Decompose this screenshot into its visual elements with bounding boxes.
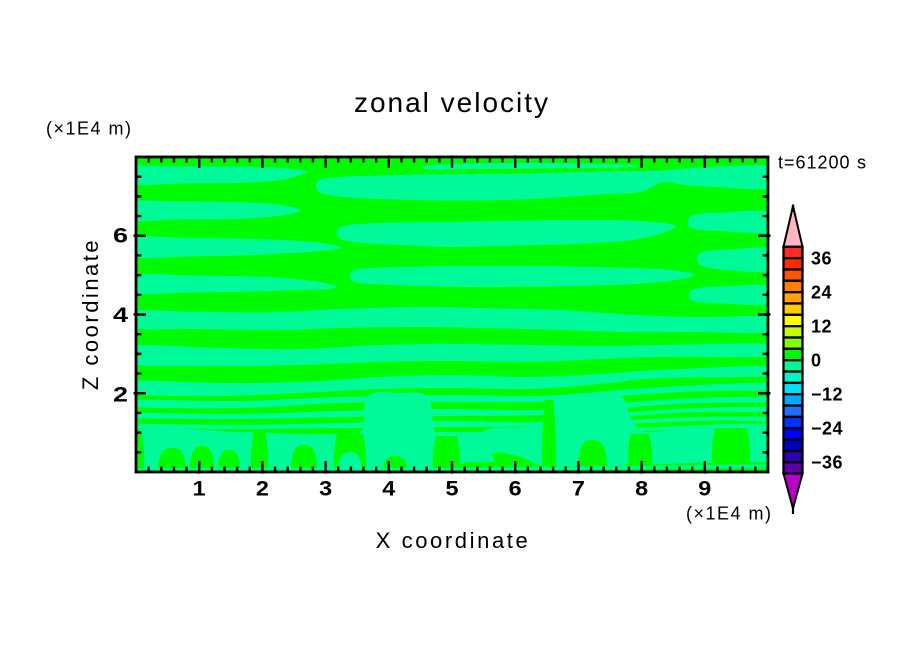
svg-text:t=61200: t=61200 xyxy=(778,153,851,173)
svg-text:2: 2 xyxy=(256,478,269,501)
svg-text:4: 4 xyxy=(382,478,395,501)
svg-text:−12: −12 xyxy=(811,385,843,405)
svg-text:7: 7 xyxy=(572,478,585,501)
svg-text:6: 6 xyxy=(113,225,128,248)
svg-text:1: 1 xyxy=(193,478,206,501)
svg-text:2: 2 xyxy=(113,383,128,406)
svg-text:4: 4 xyxy=(113,304,128,327)
svg-text:−24: −24 xyxy=(811,419,843,439)
svg-text:−36: −36 xyxy=(811,453,843,473)
svg-text:s: s xyxy=(857,153,866,173)
svg-text:36: 36 xyxy=(811,248,832,268)
svg-text:(×1E4 m): (×1E4 m) xyxy=(46,119,133,139)
svg-text:Z coordinate: Z coordinate xyxy=(78,238,103,390)
svg-text:zonal velocity: zonal velocity xyxy=(354,87,550,118)
svg-text:6: 6 xyxy=(509,478,522,501)
svg-text:3: 3 xyxy=(319,478,332,501)
svg-text:9: 9 xyxy=(698,478,711,501)
svg-text:24: 24 xyxy=(811,282,832,302)
svg-text:(×1E4 m): (×1E4 m) xyxy=(686,504,773,524)
svg-text:5: 5 xyxy=(446,478,459,501)
svg-text:X coordinate: X coordinate xyxy=(376,528,531,553)
svg-text:8: 8 xyxy=(635,478,648,501)
svg-text:12: 12 xyxy=(811,316,832,336)
svg-text:0: 0 xyxy=(811,351,822,371)
